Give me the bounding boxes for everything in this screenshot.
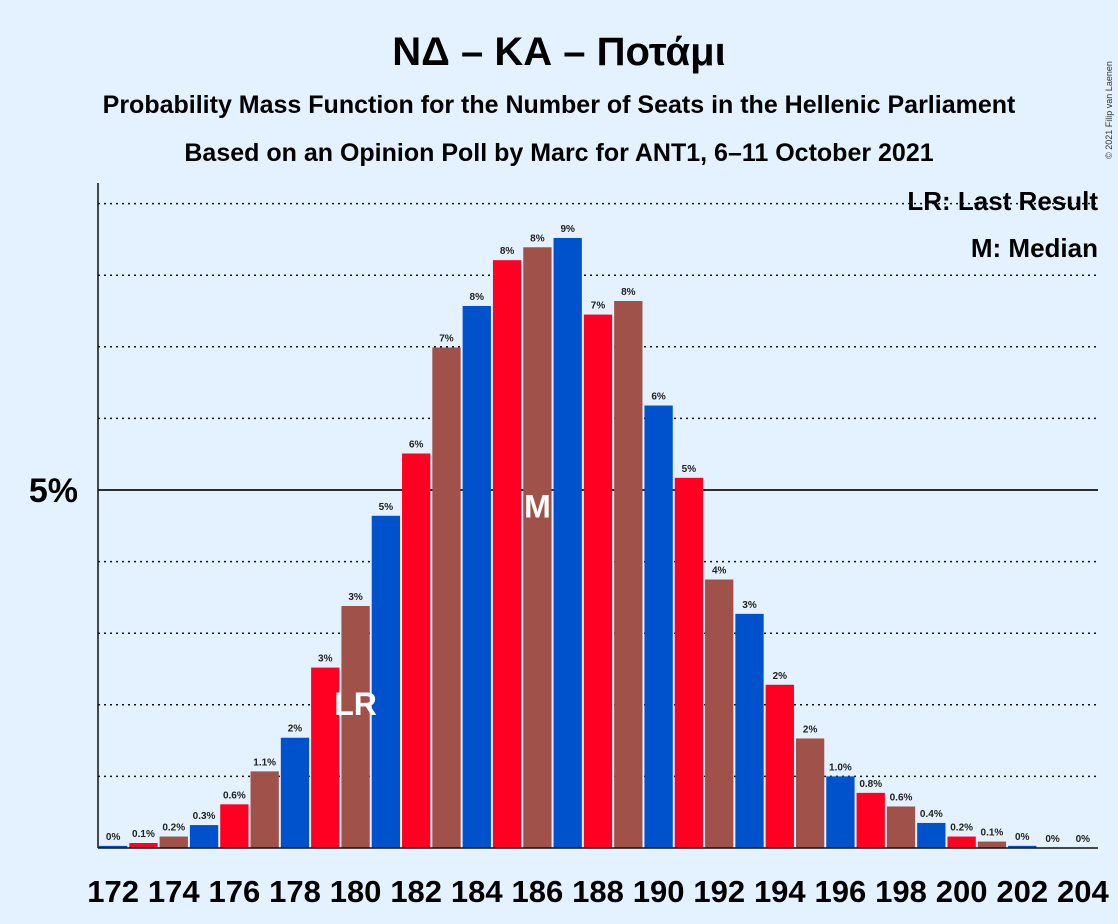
bar-seat-185 [492,260,522,848]
bar-seat-193 [735,613,764,848]
bar-seat-176 [220,804,249,848]
data-label-seat-179: 3% [318,654,333,665]
bar-seat-194 [765,684,794,848]
bar-seat-179 [311,667,340,848]
legend-last-result: LR: Last Result [907,186,1098,216]
chart-subtitle-2: Based on an Opinion Poll by Marc for ANT… [184,139,933,167]
data-label-seat-188: 7% [591,301,606,312]
data-label-seat-190: 6% [651,392,666,403]
data-label-seat-191: 5% [682,464,697,475]
x-tick-label-184: 184 [451,874,503,909]
median-marker: M [524,489,551,525]
bar-seat-195 [795,738,825,848]
data-label-seat-197: 0.8% [859,779,882,790]
bar-seat-189 [614,300,643,848]
y-tick-label: 5% [29,472,78,510]
data-label-seat-176: 0.6% [223,790,246,801]
bar-seat-175 [189,825,219,848]
x-tick-label-204: 204 [1057,874,1109,909]
data-label-seat-199: 0.4% [920,809,943,820]
bar-seat-197 [856,792,885,848]
data-label-seat-172: 0% [106,832,121,843]
bar-seat-177 [250,771,279,848]
x-tick-label-178: 178 [269,874,321,909]
data-label-seat-203: 0% [1045,834,1060,845]
data-label-seat-193: 3% [742,600,757,611]
data-label-seat-181: 5% [379,502,394,513]
data-label-seat-180: 3% [348,592,363,603]
bar-seat-182 [402,453,431,848]
data-label-seat-195: 2% [803,724,818,735]
bar-seat-178 [280,737,310,848]
data-label-seat-182: 6% [409,439,424,450]
data-label-seat-177: 1.1% [253,757,276,768]
x-tick-labels-group: 172 174 176 178 180 182 184 186 188 190 192 194 196 1… [87,874,1109,909]
data-labels-group: 0% 0.1% 0.2% 0.3% 0.6% 1.1% 2% 3% 3% 5% 6% 7% 8% 8% 8%… [106,224,1090,845]
data-label-seat-204: 0% [1076,834,1091,845]
x-tick-label-188: 188 [572,874,624,909]
data-label-seat-196: 1.0% [829,762,852,773]
bar-seat-181 [371,515,401,848]
bars-group [99,237,1037,849]
data-label-seat-174: 0.2% [162,823,185,834]
bar-seat-173 [129,842,158,848]
x-tick-label-200: 200 [936,874,988,909]
bar-seat-186 [523,247,552,848]
legend-median: M: Median [971,233,1098,263]
bar-seat-200 [947,836,976,848]
chart-subtitle-1: Probability Mass Function for the Number… [103,91,1016,119]
data-label-seat-192: 4% [712,566,727,577]
data-label-seat-189: 8% [621,287,636,298]
data-label-seat-178: 2% [288,724,303,735]
data-label-seat-183: 7% [439,334,454,345]
copyright-credit: © 2021 Filip van Laenen [1104,61,1114,159]
chart-title: ΝΔ – ΚΑ – Ποτάμι [392,30,725,74]
data-label-seat-202: 0% [1015,832,1030,843]
markers-group: LR M [334,489,550,722]
data-label-seat-175: 0.3% [193,811,216,822]
data-label-seat-194: 2% [773,671,788,682]
bar-seat-174 [159,836,188,848]
data-label-seat-184: 8% [470,292,485,303]
x-tick-label-190: 190 [633,874,685,909]
bar-seat-190 [644,405,673,848]
x-tick-label-192: 192 [693,874,745,909]
data-label-seat-198: 0.6% [890,792,913,803]
data-label-seat-186: 8% [530,233,545,244]
x-tick-label-186: 186 [512,874,564,909]
bar-seat-201 [977,841,1007,848]
data-label-seat-187: 9% [560,224,575,235]
x-tick-label-198: 198 [875,874,927,909]
x-tick-label-182: 182 [390,874,442,909]
x-tick-label-172: 172 [87,874,139,909]
x-tick-label-174: 174 [148,874,200,909]
x-tick-label-194: 194 [754,874,806,909]
x-tick-label-180: 180 [330,874,382,909]
data-label-seat-201: 0.1% [981,828,1004,839]
data-label-seat-200: 0.2% [950,823,973,834]
bar-seat-183 [432,347,461,848]
data-label-seat-173: 0.1% [132,829,155,840]
bar-seat-188 [583,314,613,849]
bar-seat-192 [705,579,734,848]
bar-seat-198 [886,806,916,848]
data-label-seat-185: 8% [500,246,515,257]
bar-seat-172 [99,845,128,848]
bar-seat-191 [674,477,704,848]
x-tick-label-176: 176 [208,874,260,909]
bar-seat-199 [917,822,946,848]
bar-seat-202 [1008,845,1037,848]
x-tick-label-202: 202 [996,874,1048,909]
bar-seat-184 [462,305,491,848]
bar-seat-187 [553,237,582,848]
x-tick-label-196: 196 [815,874,867,909]
bar-seat-180 [341,605,370,848]
last-result-marker: LR [334,686,377,722]
bar-seat-196 [826,776,855,848]
